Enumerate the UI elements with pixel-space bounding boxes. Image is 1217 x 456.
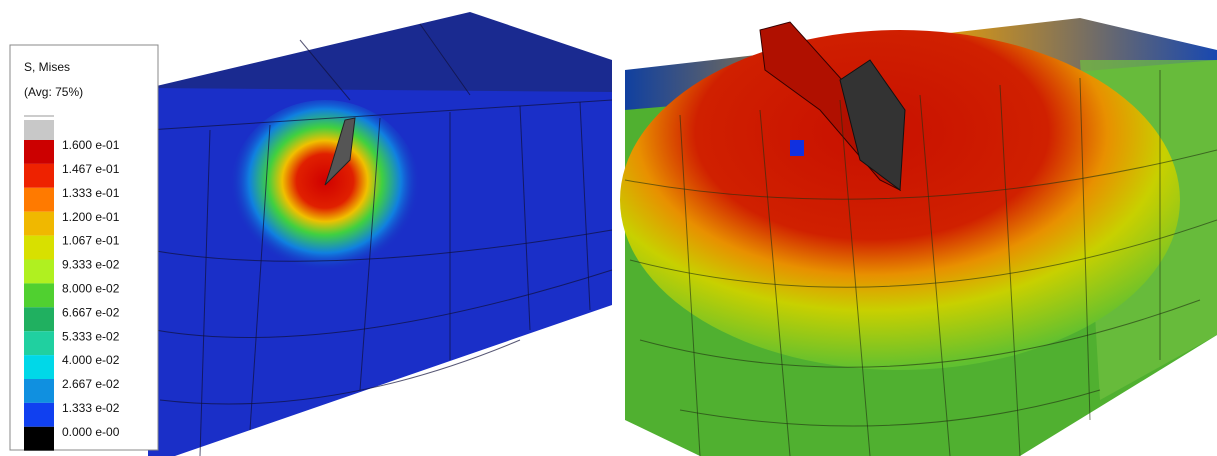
legend-label: 1.333 e-02 <box>62 401 120 415</box>
stress-region <box>230 100 420 280</box>
legend-swatch <box>24 283 54 307</box>
left-model <box>148 12 612 456</box>
screenshot: S, Mises (Avg: 75%) 1.600 e-01 1.467 e-01… <box>0 0 1217 456</box>
legend-swatch <box>24 331 54 355</box>
legend-swatch-top <box>24 120 54 140</box>
legend-swatch <box>24 140 54 164</box>
legend-swatch <box>24 403 54 427</box>
legend-label: 2.667 e-02 <box>62 377 120 391</box>
legend-title: S, Mises <box>24 60 70 74</box>
legend-subtitle: (Avg: 75%) <box>24 85 83 99</box>
legend-label: 1.200 e-01 <box>62 210 120 224</box>
legend-label: 9.333 e-02 <box>62 258 120 272</box>
legend-swatch <box>24 164 54 188</box>
legend-label: 0.000 e-00 <box>62 425 120 439</box>
legend-label: 6.667 e-02 <box>62 305 120 319</box>
legend-label: 8.000 e-02 <box>62 282 120 296</box>
legend-swatch <box>24 212 54 236</box>
legend-swatch <box>24 260 54 284</box>
legend-swatch <box>24 355 54 379</box>
stress-region <box>620 30 1180 370</box>
right-model <box>620 18 1217 456</box>
page: S, Mises (Avg: 75%) 1.600 e-01 1.467 e-01… <box>0 0 1217 456</box>
legend-label: 1.600 e-01 <box>62 138 120 152</box>
legend-swatch <box>24 379 54 403</box>
legend-label: 4.000 e-02 <box>62 353 120 367</box>
legend-swatch <box>24 427 54 451</box>
legend-swatch <box>24 188 54 212</box>
legend-label: 1.333 e-01 <box>62 186 120 200</box>
legend-swatch <box>24 236 54 260</box>
legend-label: 1.467 e-01 <box>62 162 120 176</box>
fragment <box>790 140 804 156</box>
legend-label: 1.067 e-01 <box>62 234 120 248</box>
legend-label: 5.333 e-02 <box>62 329 120 343</box>
legend-swatch <box>24 307 54 331</box>
legend: S, Mises (Avg: 75%) 1.600 e-01 1.467 e-01… <box>10 45 158 451</box>
